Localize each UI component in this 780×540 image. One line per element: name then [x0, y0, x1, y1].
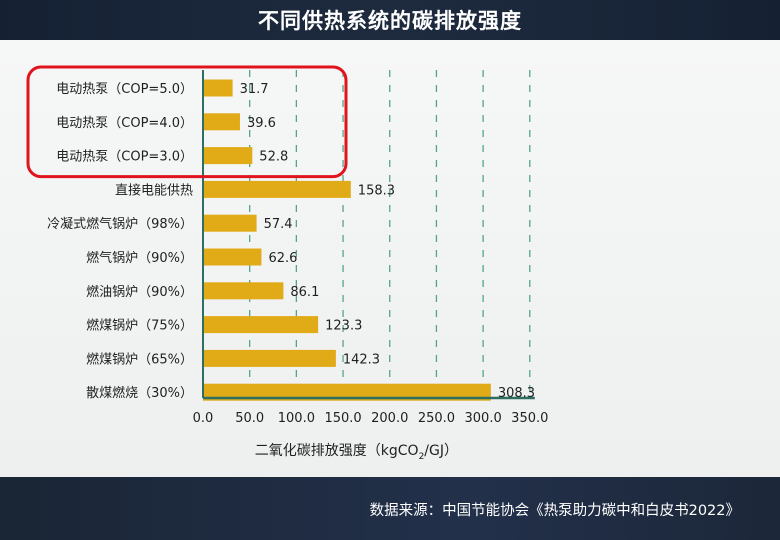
category-label: 电动热泵（COP=5.0） [56, 82, 193, 97]
category-label: 电动热泵（COP=3.0） [56, 150, 193, 165]
category-label: 电动热泵（COP=4.0） [56, 116, 193, 131]
category-label: 冷凝式燃气锅炉（98%） [47, 216, 193, 232]
x-axis-title-tail: /GJ） [424, 443, 458, 459]
x-tick-label: 0.0 [193, 411, 214, 426]
bar [203, 147, 253, 165]
category-label: 燃煤锅炉（65%） [86, 351, 193, 367]
chart-title: 不同供热系统的碳排放强度 [258, 9, 522, 33]
header-bar: 不同供热系统的碳排放强度 [0, 0, 780, 40]
category-label: 燃油锅炉（90%） [86, 284, 193, 300]
x-axis-title-sub: 2 [419, 452, 425, 462]
bar-chart: 0.0 50.0 100.0 150.0 200.0 250.0 300.0 350.0 电动热… [26, 65, 548, 462]
x-tick-label: 200.0 [371, 411, 408, 426]
bars [203, 79, 491, 401]
x-axis-title: 二氧化碳排放强度（kgCO2/GJ） [255, 443, 458, 462]
category-label: 直接电能供热 [115, 182, 193, 198]
x-axis-title-main: 二氧化碳排放强度（kgCO [255, 443, 419, 459]
value-label: 123.3 [325, 319, 362, 334]
labels: 0.0 50.0 100.0 150.0 200.0 250.0 300.0 350.0 电动热… [47, 82, 548, 426]
bar [203, 383, 491, 401]
category-label: 燃气锅炉（90%） [86, 250, 193, 266]
value-label: 39.6 [247, 116, 276, 131]
axes [202, 70, 535, 400]
bar [203, 248, 262, 266]
bar [203, 282, 284, 300]
x-tick-label: 50.0 [235, 411, 264, 426]
chart-panel [0, 40, 780, 477]
value-label: 158.3 [358, 183, 395, 198]
value-label: 142.3 [343, 352, 380, 367]
value-label: 57.4 [264, 217, 293, 232]
value-label: 308.3 [498, 386, 535, 401]
x-tick-label: 250.0 [418, 411, 455, 426]
x-tick-label: 350.0 [511, 411, 548, 426]
category-label: 燃煤锅炉（75%） [86, 318, 193, 334]
bar [203, 349, 336, 367]
value-label: 31.7 [240, 82, 269, 97]
value-label: 86.1 [290, 285, 319, 300]
value-label: 52.8 [259, 150, 288, 165]
x-tick-label: 150.0 [324, 411, 361, 426]
value-label: 62.6 [268, 251, 297, 266]
bar [203, 316, 319, 334]
bar [203, 214, 257, 232]
source-note: 数据来源：中国节能协会《热泵助力碳中和白皮书2022》 [369, 503, 740, 519]
x-tick-label: 100.0 [278, 411, 315, 426]
bar [203, 180, 351, 198]
footer-bar: 数据来源：中国节能协会《热泵助力碳中和白皮书2022》 [0, 477, 780, 540]
gridlines [249, 70, 531, 398]
bar [203, 79, 233, 97]
category-label: 散煤燃烧（30%） [86, 385, 193, 401]
bar [203, 113, 240, 131]
x-tick-label: 300.0 [465, 411, 502, 426]
highlight-box [26, 65, 348, 179]
